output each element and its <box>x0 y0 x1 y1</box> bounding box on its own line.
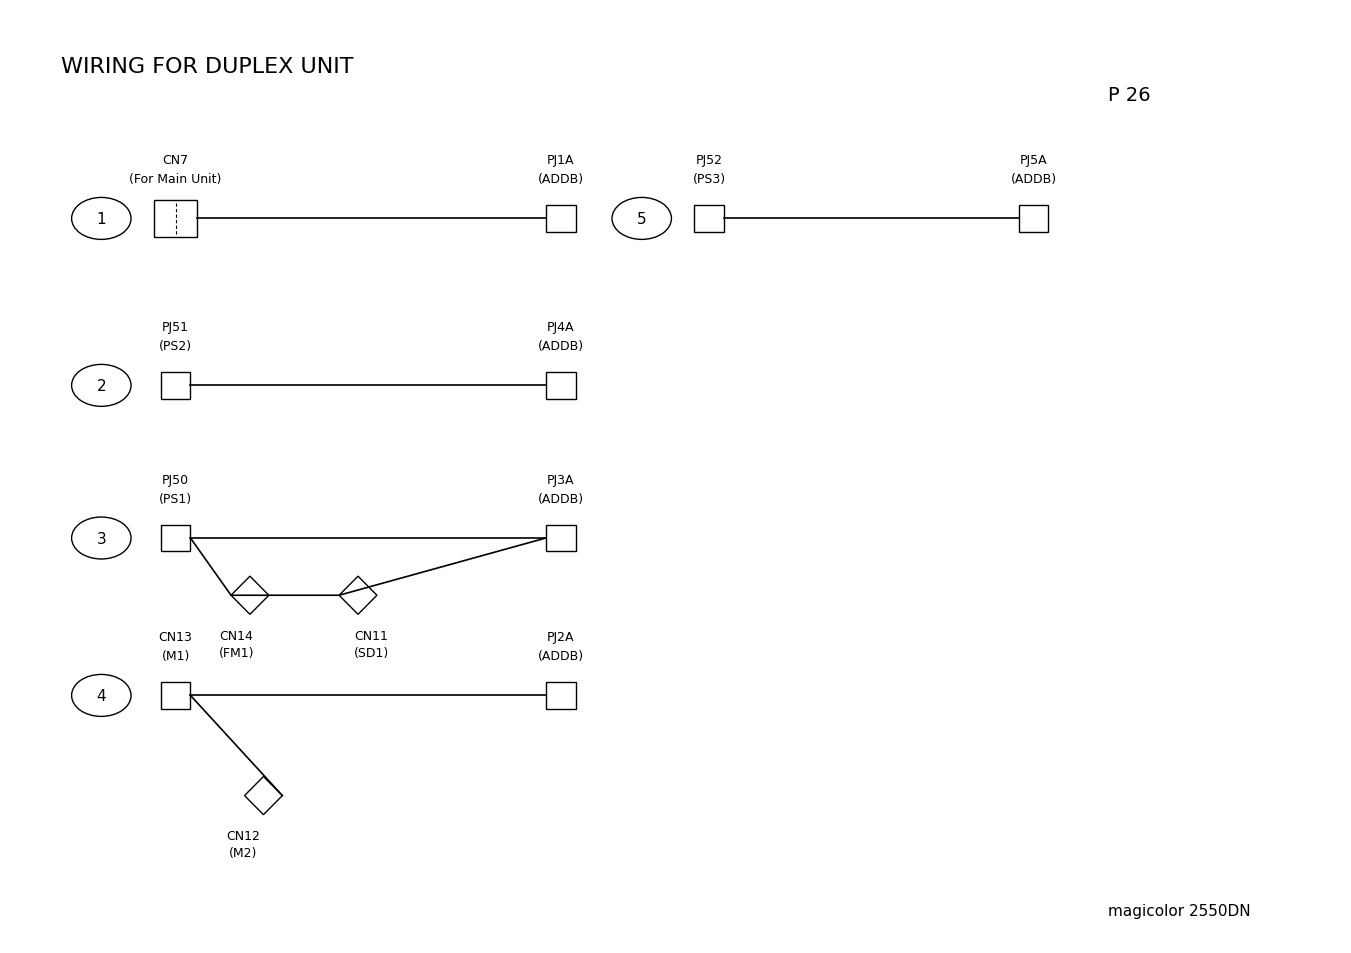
Text: PJ1A: PJ1A <box>547 153 574 167</box>
Bar <box>161 525 190 552</box>
Text: 3: 3 <box>96 531 107 546</box>
Text: (SD1): (SD1) <box>354 646 389 659</box>
Text: magicolor 2550DN: magicolor 2550DN <box>1108 902 1251 918</box>
Text: CN7: CN7 <box>162 153 189 167</box>
Text: PJ3A: PJ3A <box>547 473 574 486</box>
Text: (ADDB): (ADDB) <box>538 339 584 353</box>
Text: 1: 1 <box>96 212 107 227</box>
Text: CN12: CN12 <box>226 829 261 842</box>
Bar <box>546 206 576 233</box>
Text: (For Main Unit): (For Main Unit) <box>130 172 222 186</box>
Text: CN14: CN14 <box>219 629 254 642</box>
Text: CN11: CN11 <box>354 629 389 642</box>
Text: PJ5A: PJ5A <box>1020 153 1047 167</box>
Text: WIRING FOR DUPLEX UNIT: WIRING FOR DUPLEX UNIT <box>61 57 354 76</box>
Text: CN13: CN13 <box>158 630 193 643</box>
Bar <box>161 373 190 399</box>
Bar <box>546 682 576 709</box>
Bar <box>161 682 190 709</box>
Text: PJ2A: PJ2A <box>547 630 574 643</box>
Text: (M1): (M1) <box>161 649 190 662</box>
Text: (ADDB): (ADDB) <box>1011 172 1056 186</box>
Text: (M2): (M2) <box>228 846 258 860</box>
Bar <box>546 373 576 399</box>
Text: (ADDB): (ADDB) <box>538 172 584 186</box>
Text: (PS2): (PS2) <box>159 339 192 353</box>
Bar <box>546 525 576 552</box>
Text: P 26: P 26 <box>1108 86 1151 105</box>
Text: (ADDB): (ADDB) <box>538 492 584 505</box>
Text: 2: 2 <box>96 378 107 394</box>
Text: PJ52: PJ52 <box>696 153 723 167</box>
Text: (PS3): (PS3) <box>693 172 725 186</box>
Bar <box>694 206 724 233</box>
Text: 4: 4 <box>96 688 107 703</box>
Text: PJ4A: PJ4A <box>547 320 574 334</box>
Text: PJ51: PJ51 <box>162 320 189 334</box>
Bar <box>1019 206 1048 233</box>
Text: (FM1): (FM1) <box>219 646 254 659</box>
Text: (PS1): (PS1) <box>159 492 192 505</box>
Text: PJ50: PJ50 <box>162 473 189 486</box>
Text: (ADDB): (ADDB) <box>538 649 584 662</box>
Bar <box>154 201 197 237</box>
Text: 5: 5 <box>636 212 647 227</box>
